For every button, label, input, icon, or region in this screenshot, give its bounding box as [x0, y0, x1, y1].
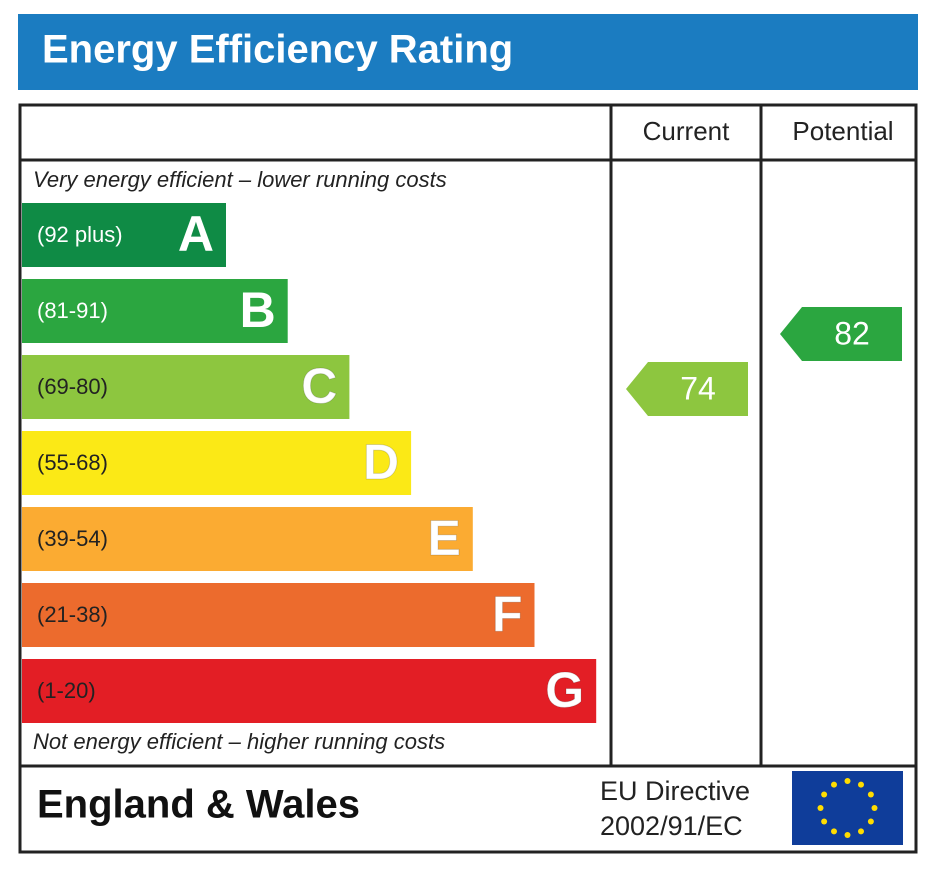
band-range: (92 plus) — [37, 222, 123, 247]
band-bar — [22, 355, 350, 419]
band-letter: D — [363, 434, 399, 490]
title-bar — [18, 14, 918, 90]
bottom-note: Not energy efficient – higher running co… — [33, 729, 445, 754]
band-range: (1-20) — [37, 678, 96, 703]
band-letter: E — [427, 510, 460, 566]
band-range: (81-91) — [37, 298, 108, 323]
band-letter: C — [301, 358, 337, 414]
directive: EU Directive — [600, 776, 750, 806]
eu-flag — [792, 771, 903, 845]
band-letter: F — [492, 586, 523, 642]
band-letter: A — [178, 206, 214, 262]
region: England & Wales — [37, 783, 360, 827]
bands: (92 plus) A (81-91) B (69-80) C (55-68) D (39-54… — [22, 203, 597, 723]
band-letter: B — [240, 282, 276, 338]
band-letter: G — [545, 662, 584, 718]
band-bar — [22, 203, 226, 267]
rating-value: 82 — [834, 315, 870, 351]
column-header: Current — [643, 116, 730, 146]
title: Energy Efficiency Rating — [42, 28, 513, 72]
band-range: (55-68) — [37, 450, 108, 475]
rating-arrow — [780, 307, 902, 361]
rating-value: 74 — [680, 370, 716, 406]
arrows: 74 82 — [626, 307, 902, 416]
band-bar — [22, 583, 535, 647]
column-header: Potential — [792, 116, 893, 146]
frame — [18, 103, 918, 854]
top-note: Very energy efficient – lower running co… — [33, 167, 447, 192]
directive: 2002/91/EC — [600, 811, 743, 841]
band-bar — [22, 659, 597, 723]
band-bar — [22, 431, 412, 495]
band-range: (21-38) — [37, 602, 108, 627]
band-bar — [22, 279, 288, 343]
band-bar — [22, 507, 473, 571]
rating-arrow — [626, 362, 748, 416]
band-range: (39-54) — [37, 526, 108, 551]
band-range: (69-80) — [37, 374, 108, 399]
